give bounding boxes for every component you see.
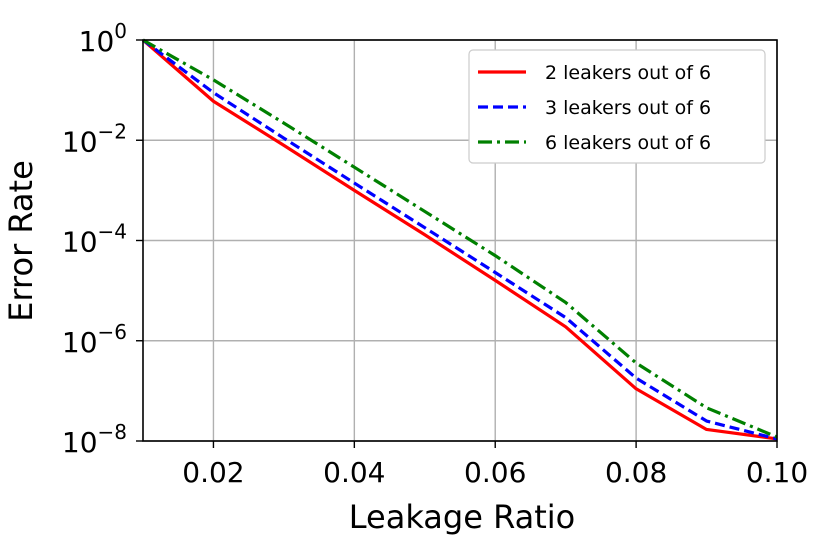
x-axis-ticks: 0.02 0.04 0.06 0.08 0.10 (182, 441, 808, 489)
x-tick-label: 0.04 (323, 456, 385, 489)
y-tick-label: 10−8 (62, 420, 127, 459)
y-tick-exponent: −6 (98, 320, 127, 344)
legend: 2 leakers out of 6 3 leakers out of 6 6 le… (468, 49, 766, 164)
y-tick-exponent: −2 (98, 119, 127, 143)
y-tick-exponent: −8 (98, 420, 127, 444)
y-tick-base: 10 (62, 226, 98, 259)
y-tick-label: 10−6 (62, 320, 127, 359)
x-tick-label: 0.02 (182, 456, 244, 489)
y-tick-base: 10 (62, 326, 98, 359)
legend-label-3: 6 leakers out of 6 (545, 132, 711, 154)
y-tick-exponent: 0 (114, 19, 127, 43)
legend-box (468, 49, 766, 164)
legend-label-1: 2 leakers out of 6 (545, 62, 711, 84)
y-tick-base: 10 (62, 125, 98, 158)
y-axis-label: Error Rate (2, 160, 40, 322)
y-tick-label: 100 (79, 19, 127, 58)
y-tick-base: 10 (62, 426, 98, 459)
series-line-1 (141, 38, 778, 441)
x-tick-label: 0.08 (605, 456, 667, 489)
series-lines (141, 38, 778, 441)
y-tick-base: 10 (79, 25, 115, 58)
x-axis-label: Leakage Ratio (349, 498, 575, 536)
series-line-3 (142, 38, 778, 439)
series-line-2 (142, 38, 778, 441)
legend-label-2: 3 leakers out of 6 (545, 97, 711, 119)
x-tick-label: 0.06 (464, 456, 526, 489)
y-tick-label: 10−2 (62, 119, 127, 158)
x-tick-label: 0.10 (746, 456, 808, 489)
y-tick-label: 10−4 (62, 220, 127, 259)
y-tick-exponent: −4 (98, 220, 127, 244)
